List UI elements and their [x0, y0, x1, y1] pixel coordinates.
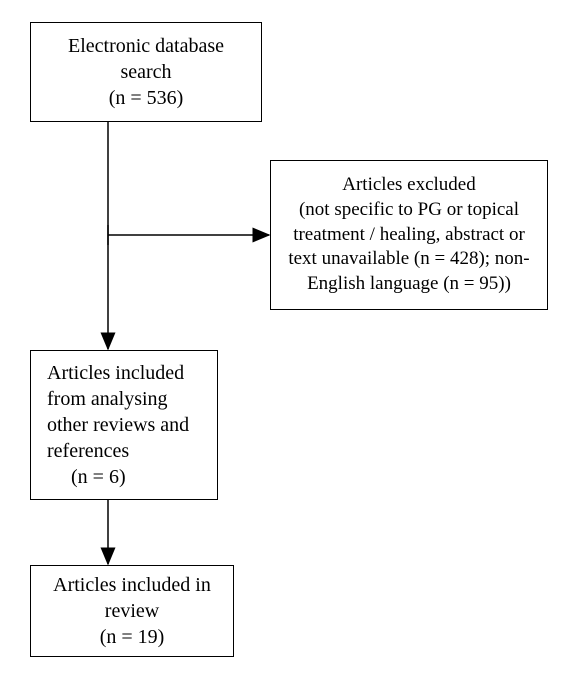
node-text: Articles excluded (not specific to PG or…	[288, 173, 529, 296]
node-text: Articles included from analysing other r…	[47, 360, 189, 490]
line: (n = 536)	[109, 87, 184, 109]
line: Articles included	[47, 362, 184, 384]
line: (not specific to PG or topical	[299, 199, 519, 220]
line: Articles excluded	[342, 174, 475, 195]
line: search	[120, 61, 171, 83]
line: Electronic database	[68, 35, 224, 57]
line: (n = 19)	[100, 626, 165, 648]
line: references	[47, 440, 129, 462]
line: English language (n = 95))	[307, 273, 511, 294]
line: text unavailable (n = 428); non-	[288, 248, 529, 269]
line: treatment / healing, abstract or	[293, 224, 525, 245]
line: Articles included in	[53, 574, 211, 596]
node-articles-excluded: Articles excluded (not specific to PG or…	[270, 160, 548, 310]
line: (n = 6)	[47, 466, 126, 488]
node-text: Electronic database search (n = 536)	[68, 33, 224, 111]
node-text: Articles included in review (n = 19)	[53, 572, 211, 650]
node-database-search: Electronic database search (n = 536)	[30, 22, 262, 122]
line: review	[105, 600, 159, 622]
line: other reviews and	[47, 414, 189, 436]
line: from analysing	[47, 388, 168, 410]
node-included-from-reviews: Articles included from analysing other r…	[30, 350, 218, 500]
node-included-in-review: Articles included in review (n = 19)	[30, 565, 234, 657]
